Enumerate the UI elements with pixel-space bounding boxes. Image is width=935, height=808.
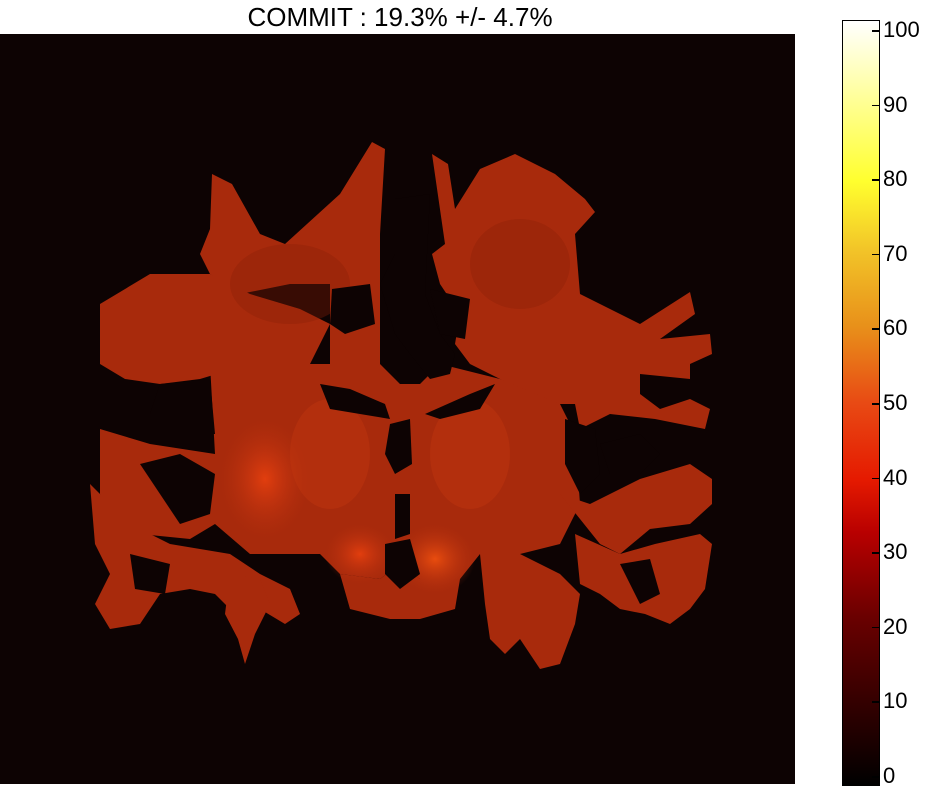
figure-title: COMMIT : 19.3% +/- 4.7% [247,2,553,32]
colorbar: 0 10 20 30 40 50 60 70 80 90 100 [842,17,935,808]
colorbar-tick [872,179,880,181]
brain-slice-graphic [0,34,795,784]
colorbar-tick [872,552,880,554]
colorbar-tick-label: 80 [883,166,908,192]
colorbar-tick-label: 70 [883,240,908,266]
colorbar-tick-label: 20 [883,613,908,639]
colorbar-tick [872,253,880,256]
colorbar-tick [872,626,880,629]
colorbar-tick [872,30,880,32]
colorbar-tick [872,701,880,703]
colorbar-tick-label: 10 [883,688,908,714]
ventricles [130,194,690,604]
colorbar-tick-label: 0 [883,763,896,788]
colorbar-tick-label: 90 [883,91,908,117]
colorbar-tick [872,328,880,330]
colorbar-tick [872,477,880,480]
colorbar-tick [872,403,880,405]
colorbar-tick-label: 40 [883,464,908,490]
colorbar-tick [872,104,880,107]
brain-map-image [0,34,795,784]
colorbar-tick-label: 50 [883,390,908,415]
colorbar-tick-label: 60 [883,315,908,341]
colorbar-tick [872,776,880,778]
colorbar-tick-label: 30 [883,539,908,565]
intensity-variations [220,219,570,594]
colorbar-tick-label: 100 [883,17,920,42]
